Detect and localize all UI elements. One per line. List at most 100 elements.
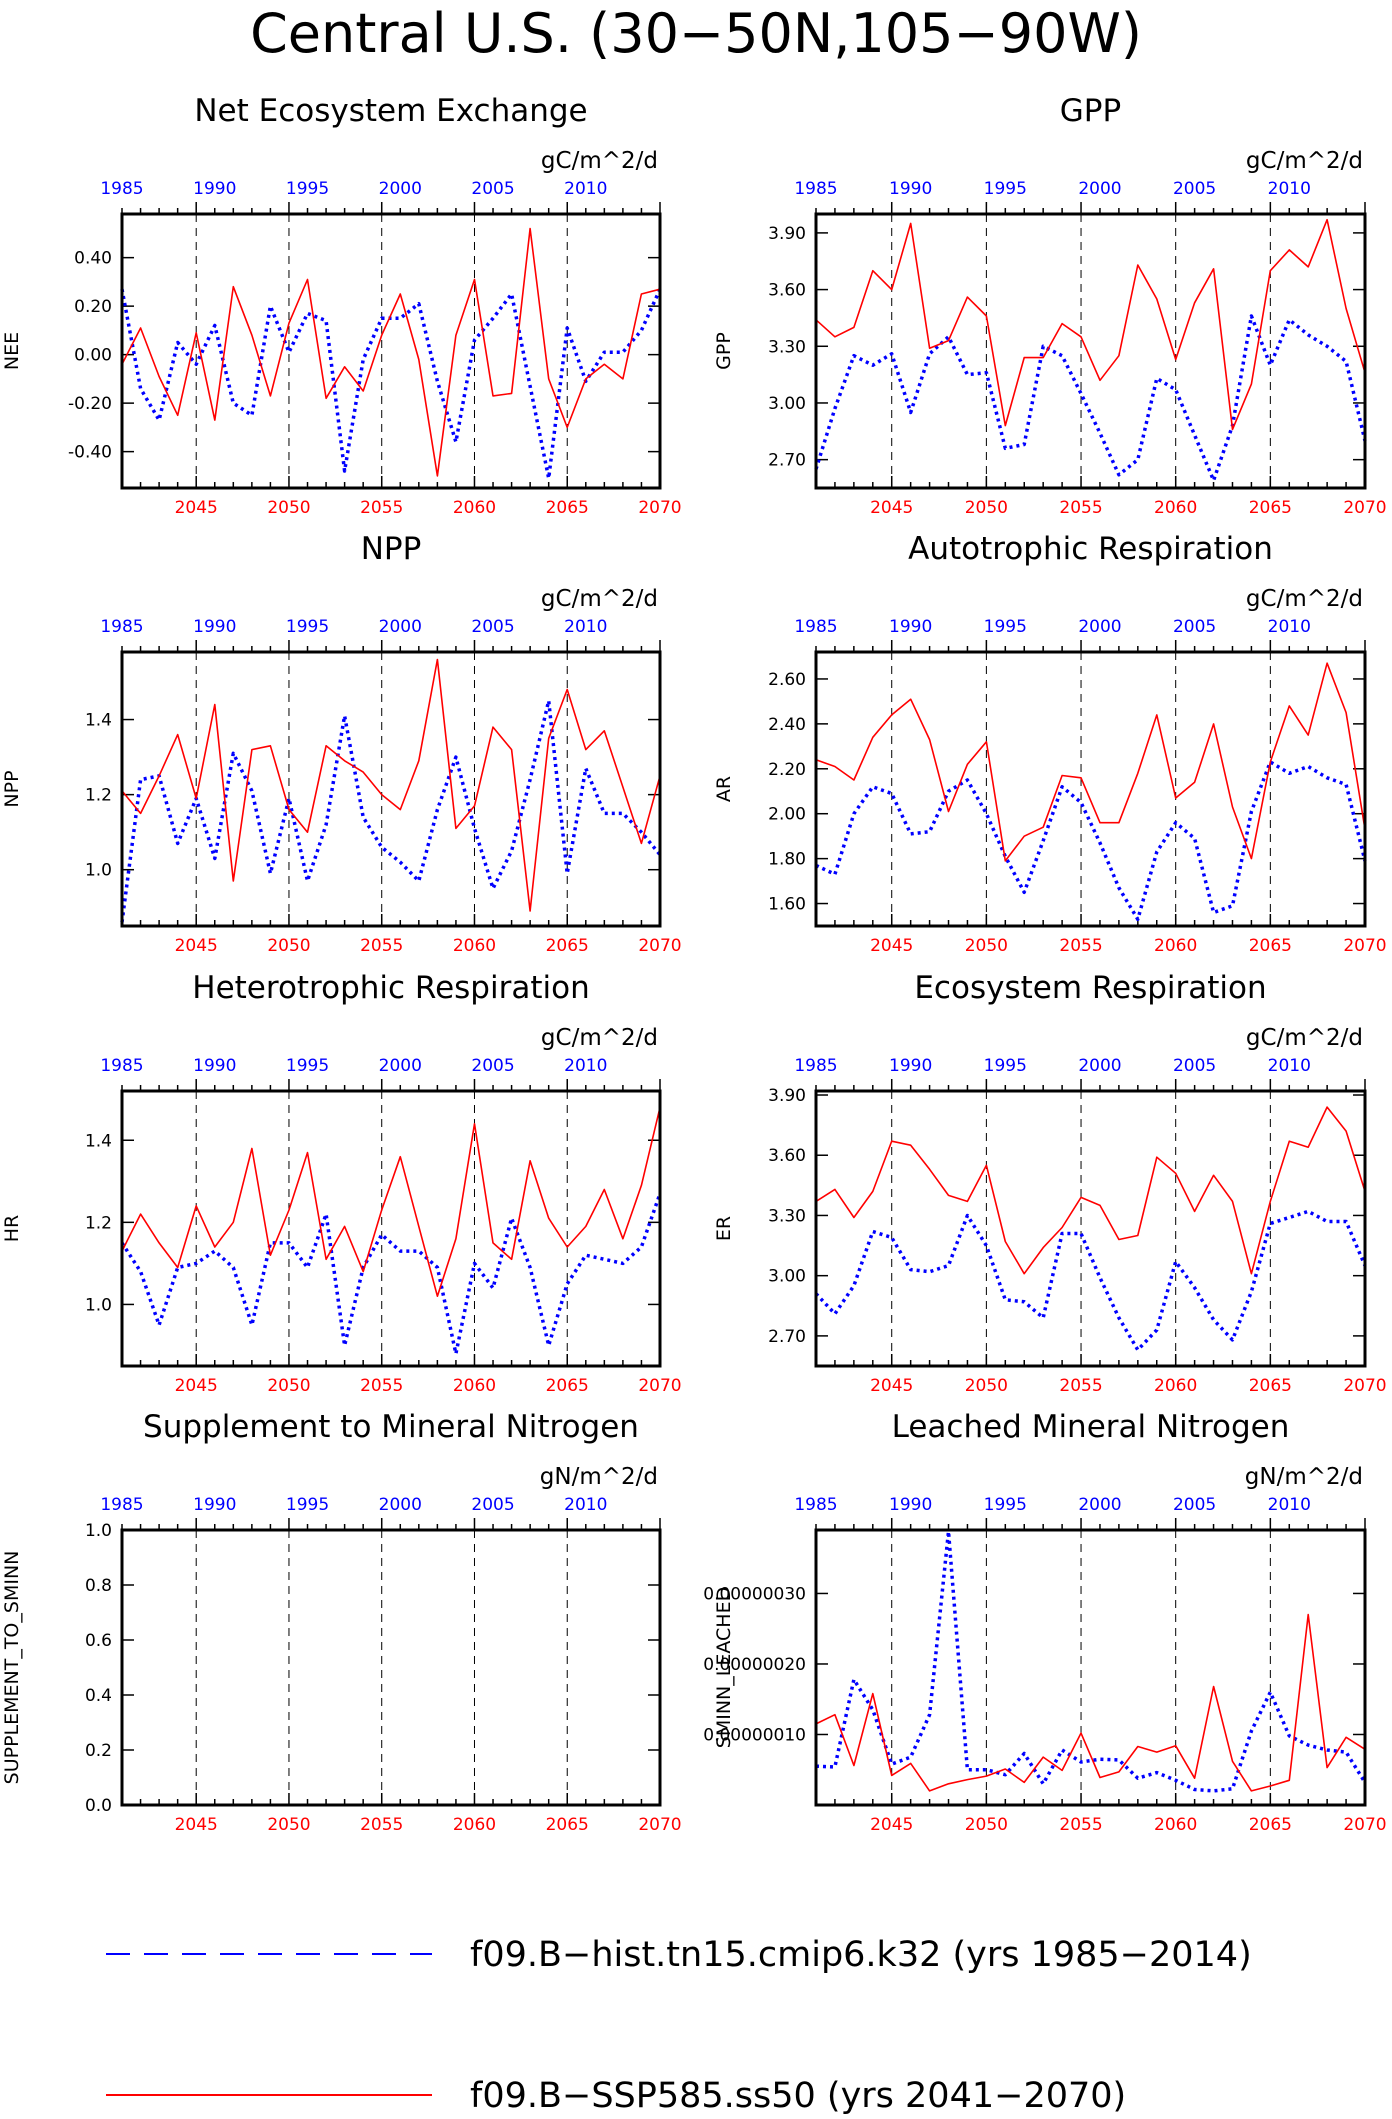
y-tick-label: 1.80 <box>768 850 806 870</box>
y-tick-label: 3.90 <box>768 1086 806 1106</box>
x-tick-label-top: 2005 <box>1173 1495 1216 1515</box>
x-tick-label-bottom: 2055 <box>360 936 403 956</box>
series-line-hist <box>120 288 662 481</box>
legend-label-hist: f09.B−hist.tn15.cmip6.k32 (yrs 1985−2014… <box>470 1935 1252 1975</box>
y-tick-label: 2.60 <box>768 670 806 690</box>
x-tick-label-bottom: 2055 <box>1059 1376 1102 1396</box>
x-tick-label-bottom: 2070 <box>1343 498 1386 518</box>
y-tick-label: 0.00000010 <box>703 1725 806 1745</box>
x-tick-label-top: 2010 <box>564 617 607 637</box>
y-tick-label: 3.90 <box>768 224 806 244</box>
x-tick-label-top: 1995 <box>286 617 329 637</box>
series-line-hist <box>120 699 662 923</box>
y-tick-label: 2.40 <box>768 715 806 735</box>
x-tick-label-top: 2000 <box>379 179 422 199</box>
panel-units: gN/m^2/d <box>540 1464 658 1490</box>
series-line-ssp <box>815 1106 1366 1275</box>
plot-frame <box>120 650 662 928</box>
x-tick-label-bottom: 2060 <box>453 1376 496 1396</box>
x-tick-label-top: 2005 <box>471 617 514 637</box>
x-tick-label-bottom: 2070 <box>638 1815 681 1835</box>
panel-7: Leached Mineral Nitrogen gN/m^2/d SMINN_LE… <box>703 1409 1386 1835</box>
y-axis-label: GPP <box>713 332 735 370</box>
y-tick-label: 0.6 <box>85 1631 112 1651</box>
x-tick-label-top: 2010 <box>1268 617 1311 637</box>
x-tick-label-bottom: 2055 <box>1059 936 1102 956</box>
x-tick-label-bottom: 2045 <box>175 936 218 956</box>
x-tick-label-bottom: 2050 <box>267 1376 310 1396</box>
series-line-ssp <box>121 227 661 477</box>
x-tick-label-bottom: 2050 <box>267 936 310 956</box>
y-axis-label: NEE <box>1 332 23 370</box>
panel-4: Heterotrophic Respiration gC/m^2/d HR 2045 2… <box>1 970 682 1396</box>
panel-units: gC/m^2/d <box>541 148 658 174</box>
x-tick-label-bottom: 2065 <box>1249 1815 1292 1835</box>
series-line-ssp <box>121 658 661 912</box>
panel-6: Supplement to Mineral Nitrogen gN/m^2/d SU… <box>1 1409 682 1835</box>
x-tick-label-bottom: 2060 <box>1154 1376 1197 1396</box>
x-tick-label-top: 1990 <box>193 179 236 199</box>
x-tick-label-bottom: 2060 <box>453 498 496 518</box>
x-tick-label-bottom: 2060 <box>1154 936 1197 956</box>
series-line-hist <box>815 1529 1367 1793</box>
series-line-ssp <box>121 1107 661 1297</box>
x-tick-label-top: 2000 <box>1078 617 1121 637</box>
y-tick-label: 0.0 <box>85 1796 112 1816</box>
x-tick-label-bottom: 2065 <box>546 1815 589 1835</box>
x-tick-label-top: 2005 <box>471 1056 514 1076</box>
panel-3: Autotrophic Respiration gC/m^2/d AR 2045 205… <box>713 531 1387 956</box>
x-tick-label-top: 2010 <box>1268 179 1311 199</box>
y-tick-label: 0.20 <box>74 297 112 317</box>
y-tick-label: 1.4 <box>85 711 112 731</box>
x-tick-label-top: 1995 <box>286 1495 329 1515</box>
x-tick-label-top: 1985 <box>100 1056 143 1076</box>
y-tick-label: 0.00000020 <box>703 1655 806 1675</box>
series-line-hist <box>814 1209 1367 1352</box>
x-tick-label-bottom: 2045 <box>870 936 913 956</box>
plot-frame <box>814 650 1367 928</box>
panel-5: Ecosystem Respiration gC/m^2/d ER 2045 2050 2… <box>713 970 1387 1396</box>
panel-0: Net Ecosystem Exchange gC/m^2/d NEE 2045 205… <box>1 93 682 518</box>
x-tick-label-bottom: 2055 <box>360 1376 403 1396</box>
x-tick-label-bottom: 2070 <box>638 936 681 956</box>
y-tick-label: 3.00 <box>768 1267 806 1287</box>
x-tick-label-bottom: 2070 <box>638 498 681 518</box>
series-line-ssp <box>815 662 1366 862</box>
x-tick-label-bottom: 2070 <box>638 1376 681 1396</box>
x-tick-label-top: 1990 <box>889 1056 932 1076</box>
y-tick-label: 0.00 <box>74 346 112 366</box>
panel-units: gC/m^2/d <box>1246 586 1363 612</box>
panel-title: Net Ecosystem Exchange <box>194 93 587 129</box>
y-tick-label: 3.30 <box>768 337 806 357</box>
x-tick-label-bottom: 2050 <box>965 936 1008 956</box>
panel-title: GPP <box>1060 93 1121 129</box>
x-tick-label-top: 2000 <box>379 1056 422 1076</box>
x-tick-label-bottom: 2045 <box>870 1815 913 1835</box>
x-tick-label-bottom: 2065 <box>546 498 589 518</box>
y-tick-label: 1.2 <box>85 786 112 806</box>
x-tick-label-top: 2000 <box>1078 179 1121 199</box>
x-tick-label-top: 1990 <box>193 1495 236 1515</box>
y-tick-label: 1.0 <box>85 861 112 881</box>
panel-1: GPP gC/m^2/d GPP 2045 2050 2055 2060 2065 2070 19… <box>713 93 1387 518</box>
panel-title: Ecosystem Respiration <box>914 970 1266 1006</box>
x-tick-label-top: 2000 <box>1078 1495 1121 1515</box>
x-tick-label-bottom: 2045 <box>870 1376 913 1396</box>
x-tick-label-bottom: 2050 <box>965 1815 1008 1835</box>
panel-units: gN/m^2/d <box>1245 1464 1363 1490</box>
y-tick-label: 3.30 <box>768 1206 806 1226</box>
panel-units: gC/m^2/d <box>541 586 658 612</box>
plot-frame <box>814 1089 1367 1368</box>
y-tick-label: 0.2 <box>85 1741 112 1761</box>
y-tick-label: 0.4 <box>85 1686 112 1706</box>
x-tick-label-bottom: 2065 <box>1249 498 1292 518</box>
y-tick-label: 2.70 <box>768 1327 806 1347</box>
y-axis-label: ER <box>713 1216 735 1241</box>
panel-units: gC/m^2/d <box>1246 148 1363 174</box>
x-tick-label-bottom: 2065 <box>546 936 589 956</box>
y-tick-label: 0.8 <box>85 1576 112 1596</box>
panel-2: NPP gC/m^2/d NPP 2045 2050 2055 2060 2065 2070 19… <box>1 531 682 956</box>
x-tick-label-bottom: 2065 <box>1249 936 1292 956</box>
panel-units: gC/m^2/d <box>541 1025 658 1051</box>
